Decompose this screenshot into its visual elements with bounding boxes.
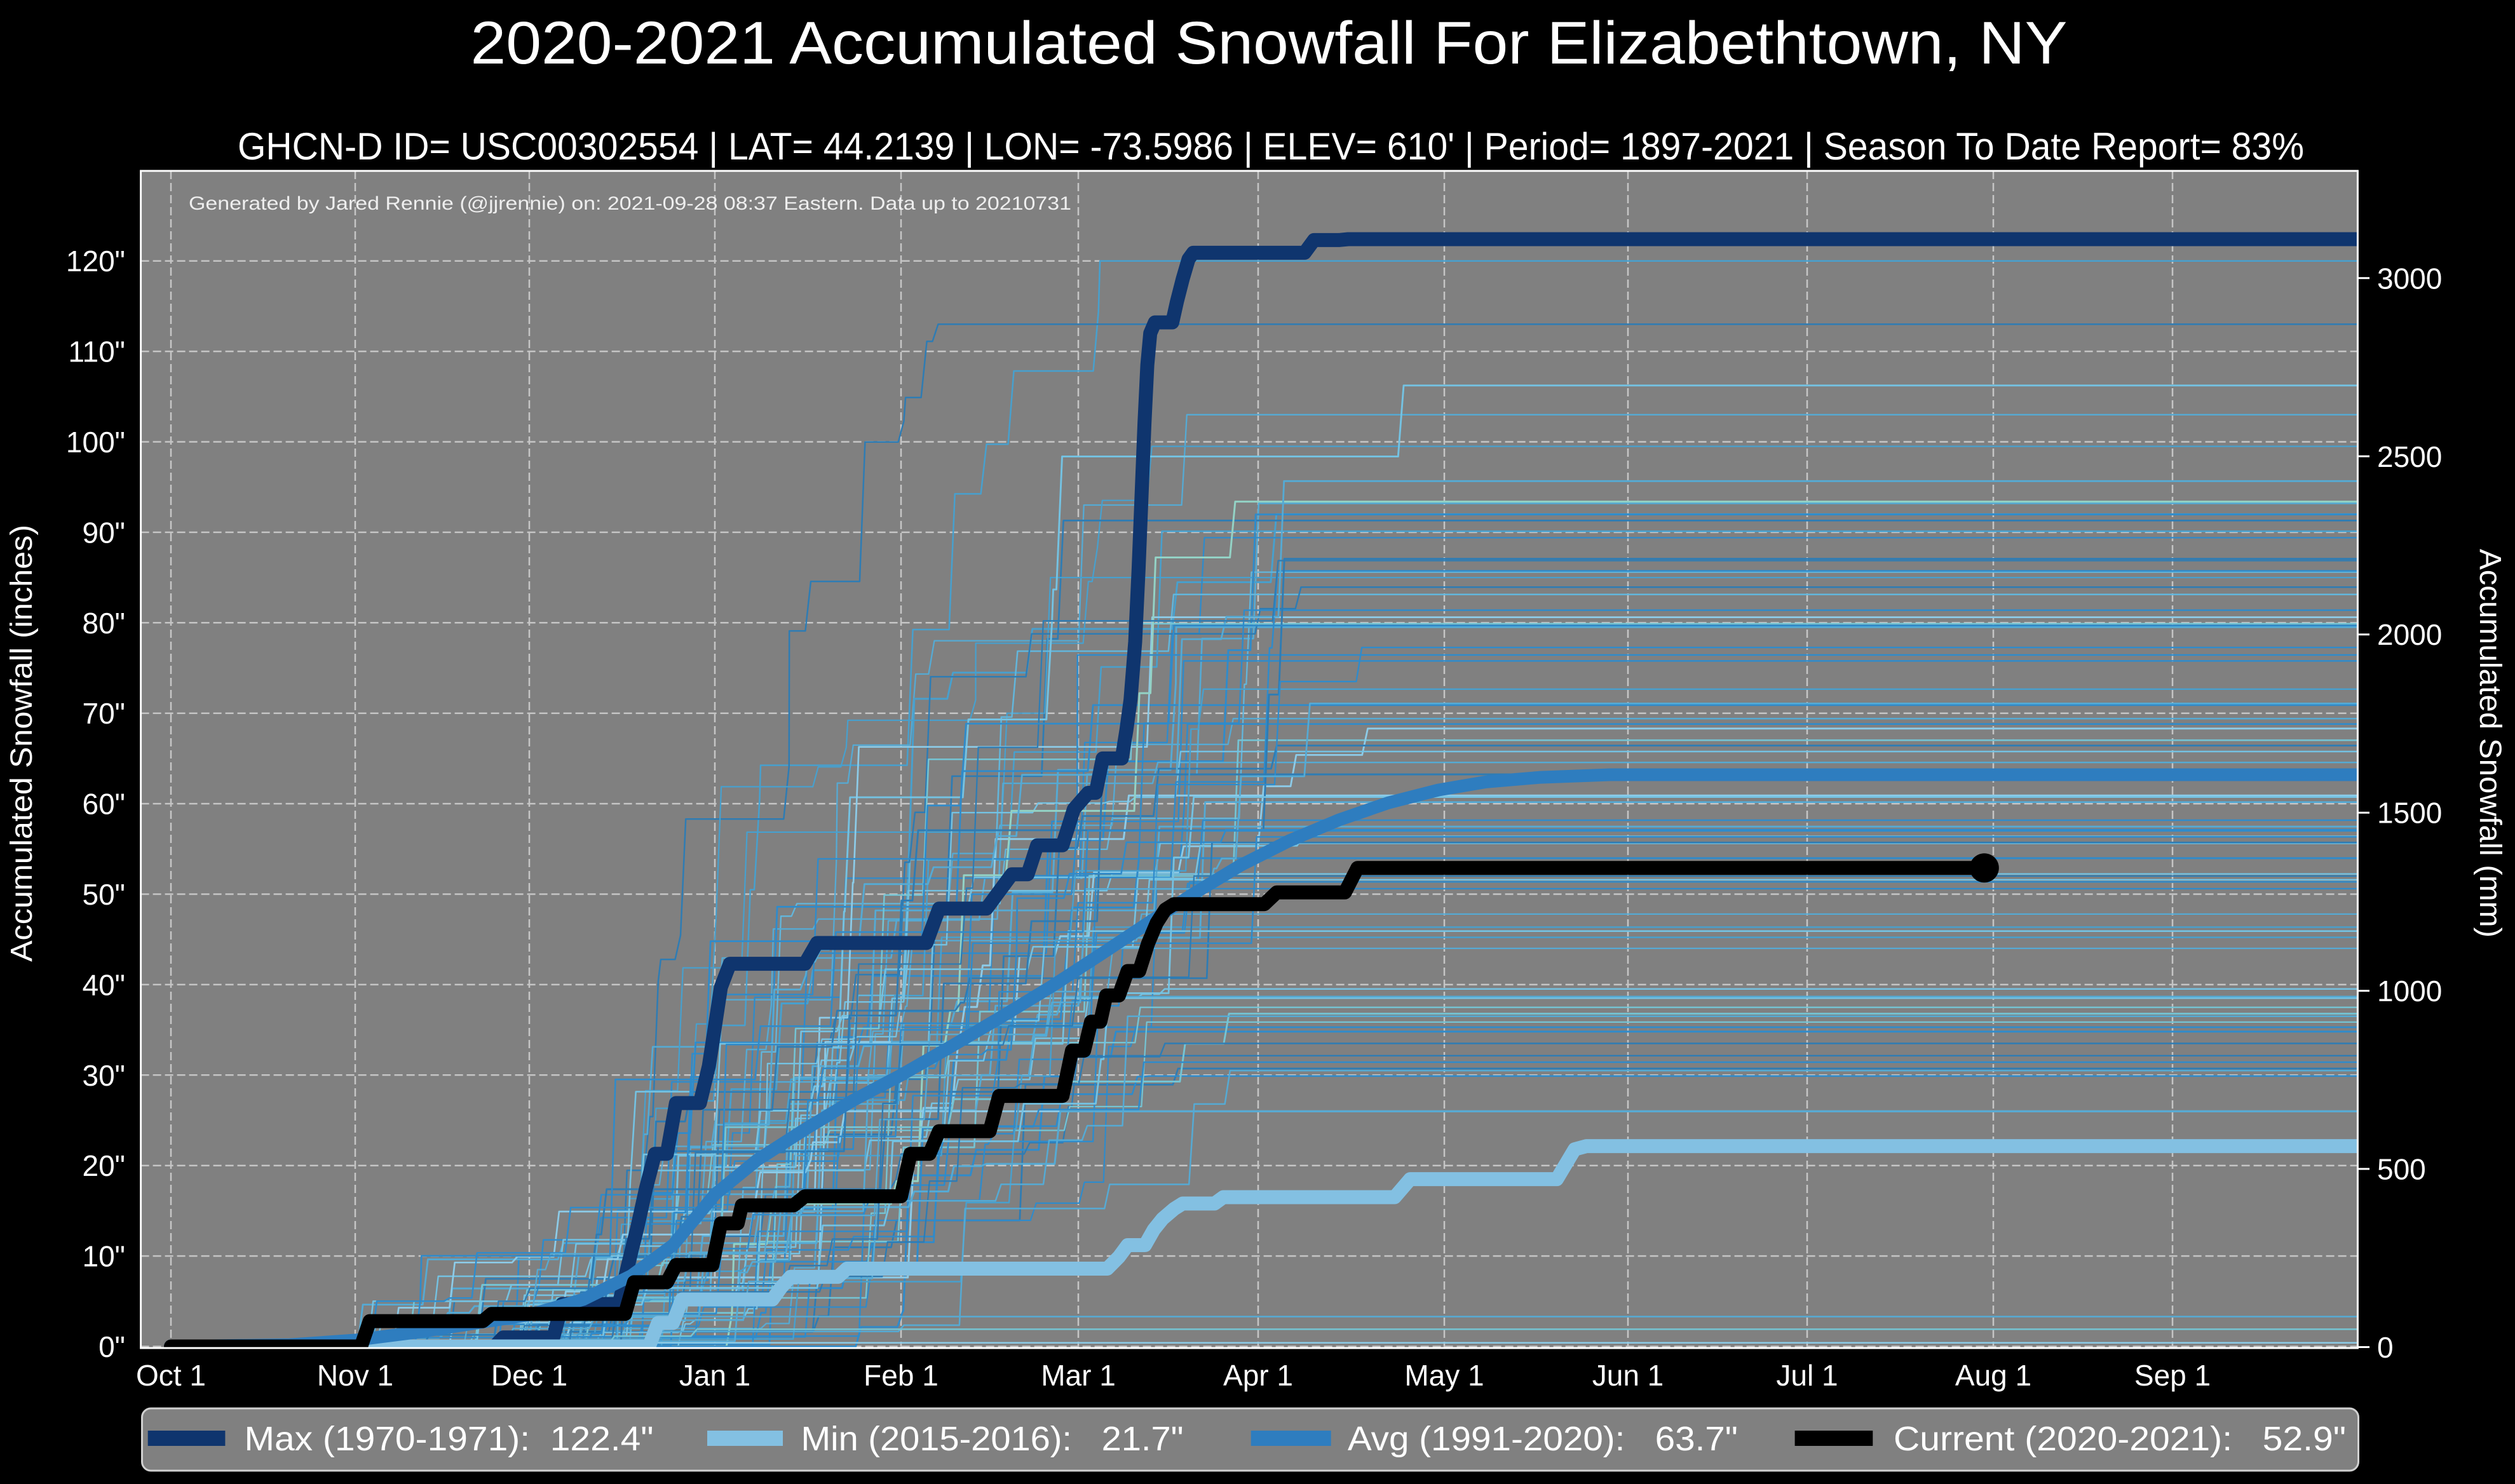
svg-text:0": 0" <box>98 1330 125 1363</box>
svg-text:Accumulated Snowfall (mm): Accumulated Snowfall (mm) <box>2473 549 2507 938</box>
svg-text:Max (1970-1971): 122.4": Max (1970-1971): 122.4" <box>245 1420 654 1458</box>
svg-text:Jan 1: Jan 1 <box>679 1359 751 1392</box>
svg-text:May 1: May 1 <box>1404 1359 1484 1392</box>
svg-text:Current (2020-2021): 52.9": Current (2020-2021): 52.9" <box>1894 1420 2346 1458</box>
svg-text:1000: 1000 <box>2377 975 2442 1008</box>
svg-text:10": 10" <box>83 1240 126 1273</box>
svg-text:80": 80" <box>83 607 126 640</box>
svg-text:Apr 1: Apr 1 <box>1223 1359 1293 1392</box>
svg-text:40": 40" <box>83 968 126 1001</box>
svg-text:Aug 1: Aug 1 <box>1955 1359 2031 1392</box>
svg-text:2000: 2000 <box>2377 618 2442 651</box>
svg-text:Jun 1: Jun 1 <box>1592 1359 1664 1392</box>
svg-text:Mar 1: Mar 1 <box>1041 1359 1116 1392</box>
svg-text:Nov 1: Nov 1 <box>317 1359 393 1392</box>
svg-text:Min (2015-2016): 21.7": Min (2015-2016): 21.7" <box>801 1420 1184 1458</box>
svg-text:1500: 1500 <box>2377 797 2442 830</box>
svg-text:100": 100" <box>66 426 125 459</box>
svg-text:Jul 1: Jul 1 <box>1776 1359 1838 1392</box>
svg-text:110": 110" <box>68 335 125 368</box>
svg-text:Feb 1: Feb 1 <box>864 1359 939 1392</box>
svg-text:Dec 1: Dec 1 <box>491 1359 567 1392</box>
svg-text:GHCN-D ID= USC00302554 | LAT=: GHCN-D ID= USC00302554 | LAT= 44.2139 | … <box>238 125 2304 168</box>
svg-text:20": 20" <box>83 1149 126 1182</box>
svg-text:500: 500 <box>2377 1153 2426 1186</box>
svg-text:Avg (1991-2020): 63.7": Avg (1991-2020): 63.7" <box>1348 1420 1738 1458</box>
svg-text:2500: 2500 <box>2377 440 2442 473</box>
svg-text:50": 50" <box>83 878 126 911</box>
svg-text:30": 30" <box>83 1059 126 1092</box>
svg-text:2020-2021 Accumulated Snowfall: 2020-2021 Accumulated Snowfall For Eliza… <box>471 10 2068 77</box>
svg-text:Generated by Jared Rennie (@jj: Generated by Jared Rennie (@jjrennie) on… <box>189 193 1071 214</box>
svg-text:Sep 1: Sep 1 <box>2134 1359 2211 1392</box>
svg-text:90": 90" <box>83 516 126 549</box>
svg-text:Oct 1: Oct 1 <box>136 1359 206 1392</box>
svg-text:70": 70" <box>83 697 126 730</box>
svg-text:3000: 3000 <box>2377 262 2442 295</box>
svg-text:0: 0 <box>2377 1331 2394 1364</box>
svg-text:Accumulated Snowfall (inches): Accumulated Snowfall (inches) <box>5 525 39 962</box>
svg-text:120": 120" <box>66 245 125 278</box>
svg-text:60": 60" <box>83 788 126 821</box>
